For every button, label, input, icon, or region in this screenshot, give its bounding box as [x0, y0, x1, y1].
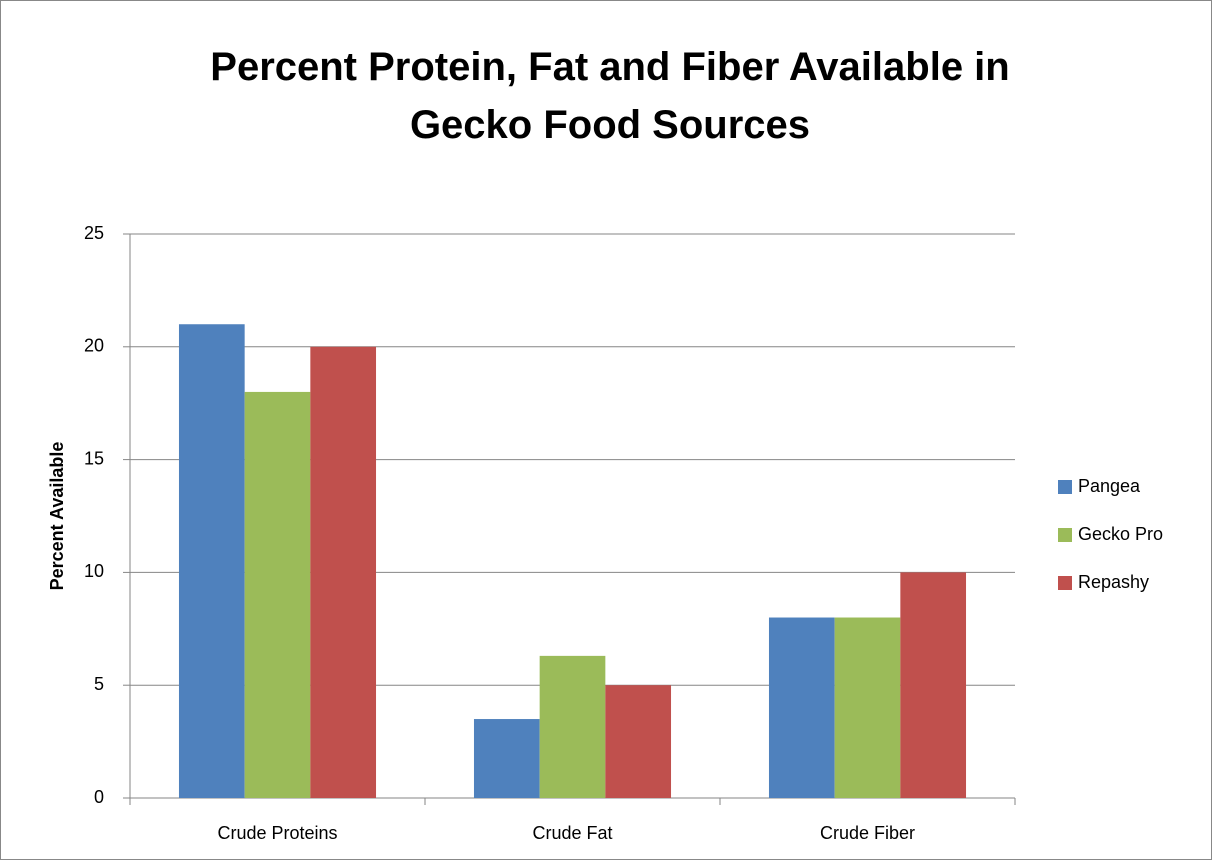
y-tick-label: 25: [84, 223, 104, 243]
y-axis-title: Percent Available: [47, 442, 67, 591]
y-tick-label: 10: [84, 561, 104, 581]
bar: [834, 617, 901, 798]
bar: [768, 617, 835, 798]
legend-swatch: [1058, 576, 1072, 590]
x-tick-label: Crude Proteins: [217, 823, 337, 843]
bar: [900, 572, 967, 798]
y-tick-label: 20: [84, 336, 104, 356]
bar: [539, 655, 606, 798]
legend-label: Repashy: [1078, 572, 1149, 592]
x-tick-label: Crude Fat: [532, 823, 612, 843]
bar: [605, 685, 672, 798]
legend-swatch: [1058, 528, 1072, 542]
bar: [473, 719, 540, 798]
legend-label: Gecko Pro: [1078, 524, 1163, 544]
legend-swatch: [1058, 480, 1072, 494]
y-tick-label: 5: [94, 674, 104, 694]
legend-label: Pangea: [1078, 476, 1141, 496]
bar: [178, 324, 245, 798]
bar: [244, 391, 311, 798]
y-tick-label: 15: [84, 448, 104, 468]
y-tick-label: 0: [94, 787, 104, 807]
chart-title: Percent Protein, Fat and Fiber Available…: [210, 45, 1010, 147]
x-tick-label: Crude Fiber: [820, 823, 915, 843]
bar: [310, 346, 377, 798]
